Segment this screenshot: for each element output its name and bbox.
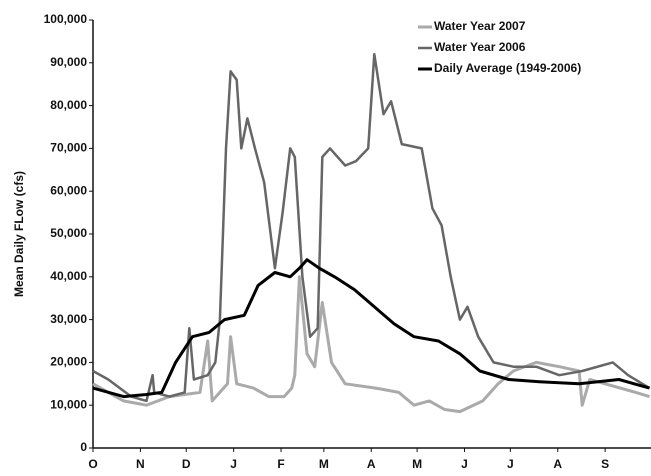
y-tick-label: 30,000 <box>50 312 87 326</box>
series-line <box>92 52 651 403</box>
x-tick-label: F <box>277 457 284 471</box>
y-axis-label: Mean Daily FLow (cfs) <box>12 171 26 297</box>
y-tick-label: 10,000 <box>50 397 87 411</box>
y-tick-label: 0 <box>80 440 87 454</box>
y-tick-label: 100,000 <box>44 12 88 26</box>
x-tick-label: O <box>88 457 97 471</box>
y-tick-label: 40,000 <box>50 269 87 283</box>
y-tick-label: 80,000 <box>50 98 87 112</box>
y-tick-label: 90,000 <box>50 55 87 69</box>
x-tick-label: J <box>461 457 468 471</box>
x-tick-label: J <box>230 457 237 471</box>
x-tick-label: M <box>412 457 422 471</box>
x-tick-label: A <box>553 457 562 471</box>
y-tick-label: 70,000 <box>50 141 87 155</box>
x-tick-label: S <box>601 457 609 471</box>
y-tick-label: 20,000 <box>50 355 87 369</box>
series-line <box>92 258 650 399</box>
x-tick-label: J <box>507 457 514 471</box>
x-tick-label: D <box>182 457 191 471</box>
y-tick-label: 50,000 <box>50 226 87 240</box>
legend-label: Water Year 2006 <box>434 40 526 54</box>
series-line <box>92 275 650 414</box>
x-tick-label: A <box>367 457 376 471</box>
x-tick-label: M <box>319 457 329 471</box>
y-tick-label: 60,000 <box>50 183 87 197</box>
x-tick-label: N <box>136 457 145 471</box>
legend-label: Daily Average (1949-2006) <box>434 61 581 75</box>
legend-label: Water Year 2007 <box>434 19 526 33</box>
